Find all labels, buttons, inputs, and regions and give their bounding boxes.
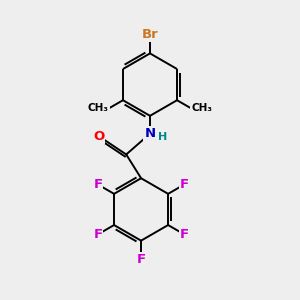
- Text: CH₃: CH₃: [88, 103, 109, 113]
- Text: CH₃: CH₃: [191, 103, 212, 113]
- Text: F: F: [136, 253, 146, 266]
- Text: F: F: [93, 178, 102, 191]
- Text: O: O: [93, 130, 104, 142]
- Text: Br: Br: [142, 28, 158, 40]
- Text: H: H: [158, 132, 167, 142]
- Text: N: N: [144, 127, 156, 140]
- Text: F: F: [180, 228, 189, 241]
- Text: F: F: [93, 228, 102, 241]
- Text: F: F: [180, 178, 189, 191]
